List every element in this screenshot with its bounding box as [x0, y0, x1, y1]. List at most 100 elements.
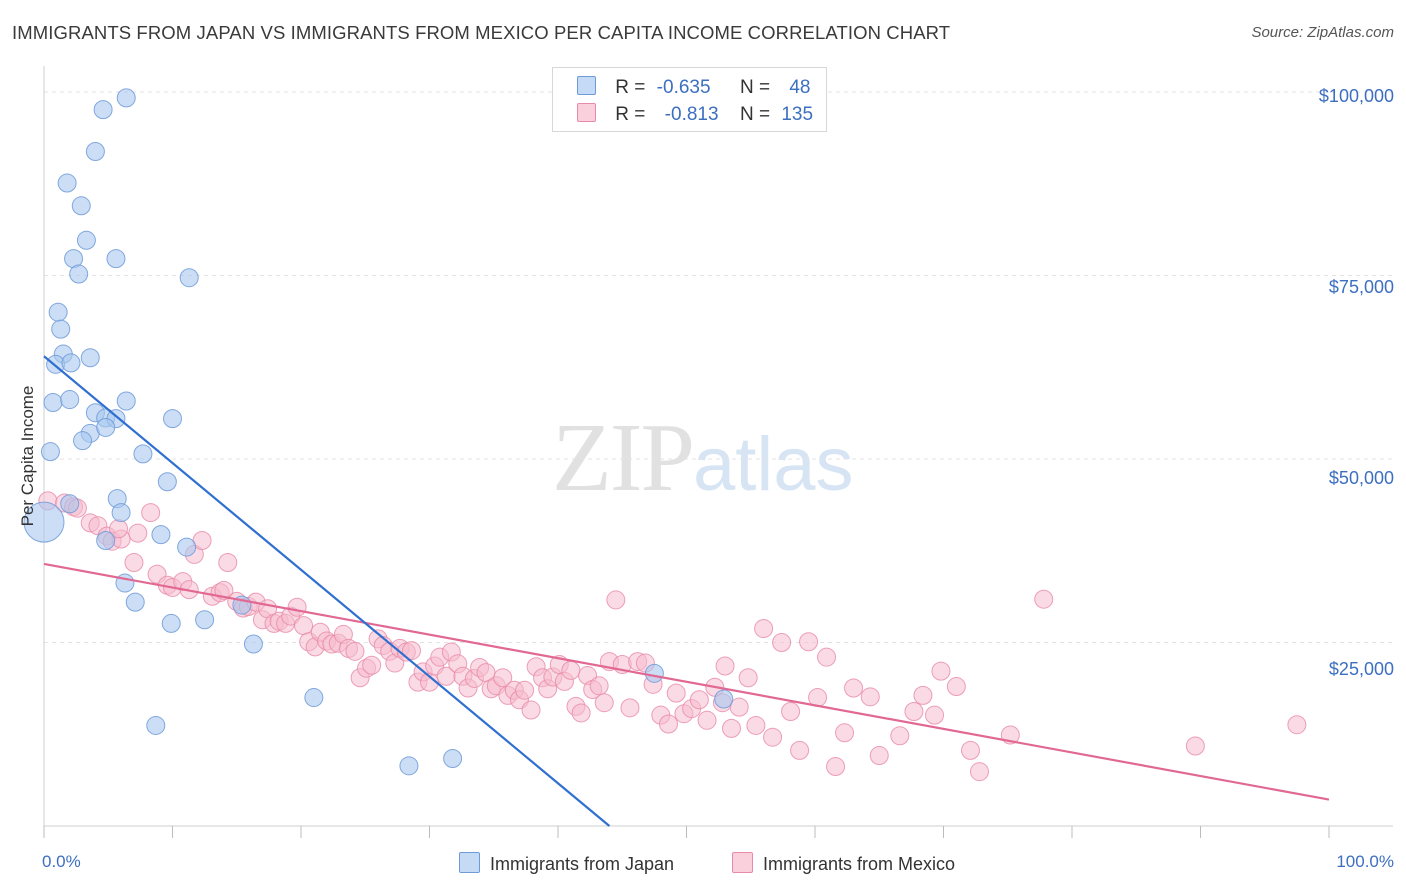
japan-point: [96, 530, 116, 550]
japan-legend-swatch: [459, 852, 480, 873]
mexico-point: [521, 700, 541, 720]
series-mexico-points: [38, 491, 1307, 782]
japan-point: [151, 525, 171, 545]
mexico-point: [287, 597, 307, 617]
watermark: ZIPatlas: [552, 400, 854, 514]
japan-point: [93, 100, 113, 120]
y-tick-label: $100,000: [1318, 86, 1394, 106]
japan-swatch: [577, 76, 596, 95]
legend-r-label: R =: [615, 77, 646, 98]
mexico-point: [666, 683, 686, 703]
source-credit: Source: ZipAtlas.com: [1251, 24, 1394, 41]
mexico-point: [817, 647, 837, 667]
x-tick-label-min: 0.0%: [42, 852, 81, 871]
axes: [43, 66, 1393, 838]
mexico-point: [715, 656, 735, 676]
japan-point: [161, 613, 181, 633]
legend-row-mexico: R = -0.813 N = 135: [577, 103, 813, 126]
mexico-point: [594, 693, 614, 713]
mexico-point: [826, 757, 846, 777]
japan-point: [195, 610, 215, 630]
mexico-point: [124, 553, 144, 573]
japan-point: [23, 501, 65, 543]
mexico-point: [844, 678, 864, 698]
y-tick-label: $50,000: [1328, 468, 1394, 488]
japan-point: [60, 390, 80, 410]
mexico-point: [931, 661, 951, 681]
mexico-point: [925, 705, 945, 725]
mexico-point: [571, 703, 591, 723]
mexico-point: [1034, 589, 1054, 609]
mexico-point: [689, 690, 709, 710]
mexico-point: [835, 723, 855, 743]
mexico-point: [754, 619, 774, 639]
trend-lines: [43, 355, 1330, 827]
series-japan-points: [23, 88, 734, 776]
legend-item-japan: Immigrants from Japan: [459, 852, 674, 875]
japan-point: [40, 442, 60, 462]
japan-point: [43, 392, 63, 412]
legend-n-value: 135: [781, 104, 814, 125]
mexico-point: [890, 726, 910, 746]
mexico-point: [1287, 715, 1307, 735]
japan-point: [51, 319, 71, 339]
japan-point: [125, 592, 145, 612]
japan-point: [48, 302, 68, 322]
japan-point: [71, 196, 91, 216]
legend-n-label: N =: [739, 104, 771, 125]
mexico-point: [913, 685, 933, 705]
legend-n-label: N =: [739, 77, 771, 98]
legend-r-value: -0.635: [656, 77, 711, 98]
japan-point: [116, 88, 136, 108]
mexico-point: [218, 553, 238, 573]
japan-point: [57, 173, 77, 193]
mexico-point: [772, 633, 792, 653]
mexico-point: [1185, 736, 1205, 756]
mexico-point: [763, 727, 783, 747]
legend-r-value: -0.813: [664, 104, 719, 125]
legend-item-mexico: Immigrants from Mexico: [732, 852, 955, 875]
legend-n-value: 48: [789, 77, 811, 98]
mexico-legend-swatch: [732, 852, 753, 873]
mexico-point: [729, 697, 749, 717]
mexico-point: [790, 740, 810, 760]
mexico-point: [869, 746, 889, 766]
japan-point: [69, 264, 89, 284]
mexico-point: [721, 718, 741, 738]
mexico-point: [345, 641, 365, 661]
watermark-zip: ZIP: [552, 404, 695, 512]
japan-point: [96, 417, 116, 437]
mexico-point: [946, 677, 966, 697]
watermark-atlas: atlas: [693, 422, 854, 507]
mexico-point: [960, 740, 980, 760]
japan-point: [116, 391, 136, 411]
mexico-point: [606, 590, 626, 610]
japan-point: [85, 141, 105, 161]
mexico-point: [781, 701, 801, 721]
legend-r-label: R =: [615, 104, 646, 125]
japan-point: [157, 472, 177, 492]
japan-point: [243, 634, 263, 654]
japan-point: [80, 348, 100, 368]
y-tick-label: $25,000: [1328, 659, 1394, 679]
mexico-point: [402, 641, 422, 661]
mexico-point: [904, 701, 924, 721]
mexico-point: [141, 503, 161, 523]
japan-point: [106, 249, 126, 269]
japan-point: [177, 537, 197, 557]
mexico-point: [493, 668, 513, 688]
mexico-point: [659, 714, 679, 734]
mexico-legend-label: Immigrants from Mexico: [763, 854, 956, 874]
japan-point: [146, 715, 166, 735]
japan-point: [443, 748, 463, 768]
japan-point: [179, 268, 199, 288]
mexico-point: [362, 655, 382, 675]
japan-point: [73, 431, 93, 451]
japan-point: [111, 503, 131, 523]
japan-point: [163, 409, 182, 429]
mexico-trend-line: [43, 562, 1330, 801]
japan-point: [304, 688, 324, 708]
mexico-point: [799, 632, 819, 652]
mexico-point: [860, 687, 880, 707]
